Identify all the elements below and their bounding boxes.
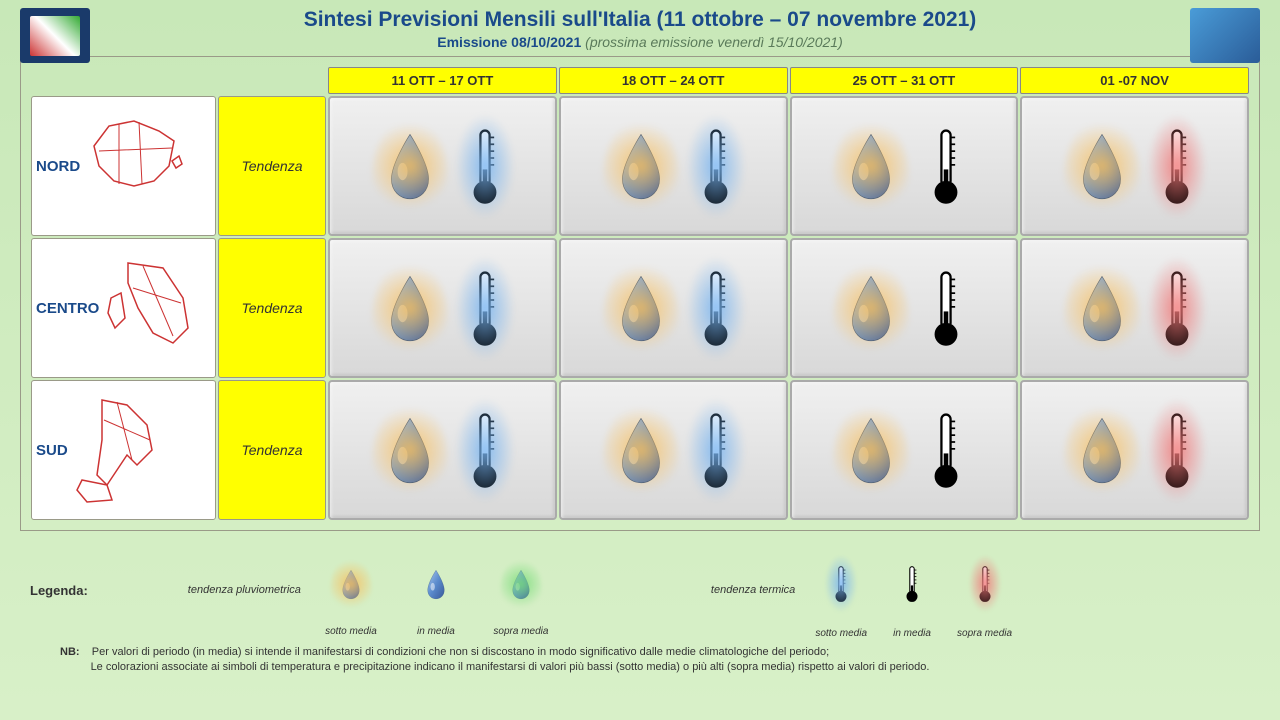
forecast-cell — [1020, 380, 1249, 520]
precip-icon — [841, 410, 901, 490]
forecast-cell — [1020, 96, 1249, 236]
region-label: SUD — [36, 442, 68, 459]
temp-icon — [696, 124, 736, 209]
legend-precip-icons: sotto media in media sopra media — [321, 544, 551, 637]
header: Sintesi Previsioni Mensili sull'Italia (… — [20, 8, 1260, 50]
tendenza-cell: Tendenza — [218, 238, 326, 378]
therm-media-icon — [901, 560, 923, 607]
forecast-cell — [790, 380, 1019, 520]
temp-icon — [1157, 266, 1197, 351]
temp-icon — [1157, 408, 1197, 493]
precip-icon — [380, 410, 440, 490]
region-label: CENTRO — [36, 300, 99, 317]
temp-icon — [696, 408, 736, 493]
week-header: 11 OTT – 17 OTT — [328, 67, 557, 94]
precip-icon — [1072, 126, 1132, 206]
emission-date: Emissione 08/10/2021 — [437, 34, 581, 50]
forecast-cell — [328, 96, 557, 236]
forecast-cell — [790, 96, 1019, 236]
temp-icon — [465, 266, 505, 351]
forecast-grid: 11 OTT – 17 OTT18 OTT – 24 OTT25 OTT – 3… — [20, 56, 1260, 531]
legend-temp-icons: sotto media in media sopra media — [815, 541, 1012, 639]
temp-icon — [696, 266, 736, 351]
forecast-cell — [790, 238, 1019, 378]
region-map-icon — [103, 248, 203, 368]
nb-line1: Per valori di periodo (in media) si inte… — [92, 646, 829, 658]
region-map-cell: SUD — [31, 380, 216, 520]
temp-icon — [465, 124, 505, 209]
nb-label: NB: — [60, 646, 80, 658]
forecast-cell — [559, 96, 788, 236]
drop-sotto-icon — [334, 562, 367, 606]
week-header: 01 -07 NOV — [1020, 67, 1249, 94]
drop-media-icon — [419, 562, 452, 606]
tendenza-cell: Tendenza — [218, 380, 326, 520]
precip-icon — [1072, 410, 1132, 490]
region-map-icon — [84, 106, 184, 226]
pluvio-label: tendenza pluviometrica — [188, 584, 301, 596]
precip-icon — [380, 126, 440, 206]
legend-note: NB: Per valori di periodo (in media) si … — [20, 643, 1260, 675]
precip-icon — [380, 268, 440, 348]
drop-sopra-icon — [504, 562, 537, 606]
precip-icon — [1072, 268, 1132, 348]
region-map-cell: NORD — [31, 96, 216, 236]
forecast-cell — [559, 380, 788, 520]
temp-icon — [926, 124, 966, 209]
week-header: 25 OTT – 31 OTT — [790, 67, 1019, 94]
page-subtitle: Emissione 08/10/2021 (prossima emissione… — [20, 34, 1260, 50]
temp-icon — [926, 408, 966, 493]
precip-icon — [611, 126, 671, 206]
legend: Legenda: tendenza pluviometrica sotto me… — [20, 541, 1260, 675]
temp-icon — [1157, 124, 1197, 209]
nb-line2: Le colorazioni associate ai simboli di t… — [91, 661, 930, 673]
temp-icon — [926, 266, 966, 351]
temp-icon — [465, 408, 505, 493]
region-map-cell: CENTRO — [31, 238, 216, 378]
forecast-cell — [328, 380, 557, 520]
page-title: Sintesi Previsioni Mensili sull'Italia (… — [20, 8, 1260, 32]
precip-icon — [611, 410, 671, 490]
therm-sopra-icon — [974, 560, 996, 607]
week-header: 18 OTT – 24 OTT — [559, 67, 788, 94]
precip-icon — [841, 268, 901, 348]
forecast-cell — [559, 238, 788, 378]
precip-icon — [841, 126, 901, 206]
forecast-cell — [328, 238, 557, 378]
forecast-cell — [1020, 238, 1249, 378]
legend-title: Legenda: — [30, 583, 88, 598]
region-label: NORD — [36, 158, 80, 175]
next-emission: (prossima emissione venerdì 15/10/2021) — [585, 34, 843, 50]
tendenza-cell: Tendenza — [218, 96, 326, 236]
termica-label: tendenza termica — [711, 584, 795, 596]
header-spacer — [31, 67, 326, 94]
region-map-icon — [72, 390, 172, 510]
therm-sotto-icon — [830, 560, 852, 607]
precip-icon — [611, 268, 671, 348]
